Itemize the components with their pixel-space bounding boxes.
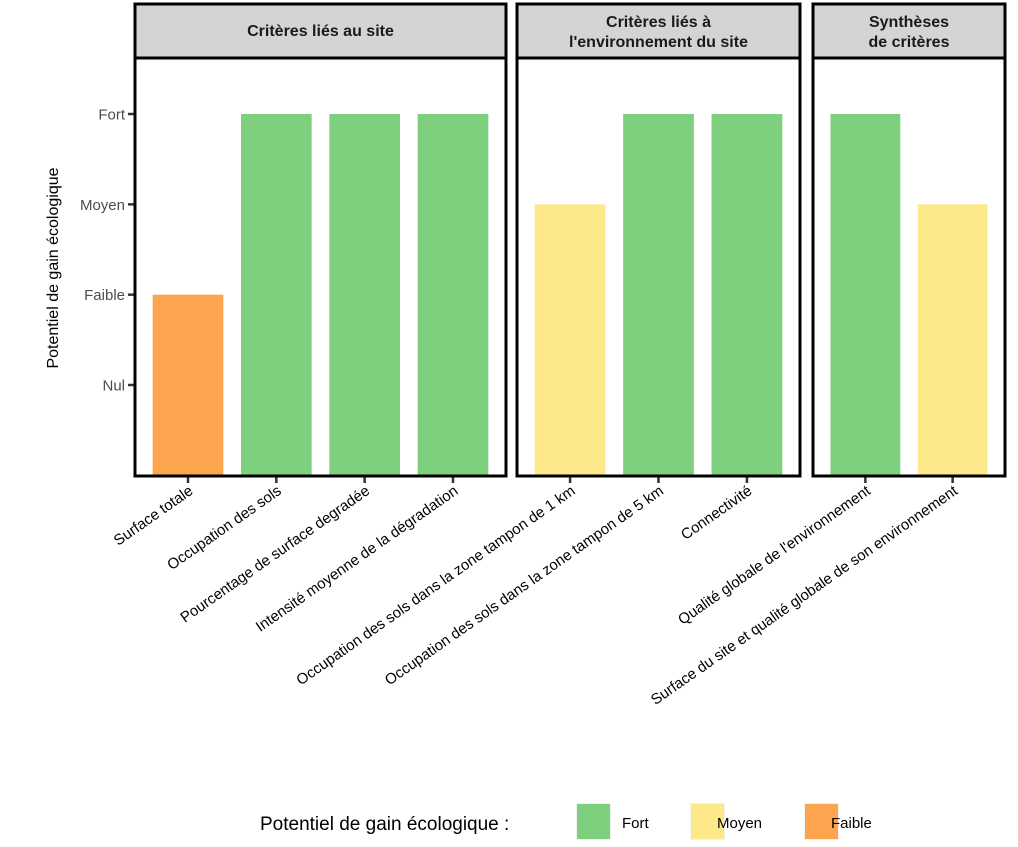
facet-strip [133, 2, 508, 60]
facet-title: Critères liés au site [247, 23, 394, 40]
y-axis-title: Potentiel de gain écologique [45, 167, 62, 368]
bar [417, 114, 489, 475]
y-tick-label: Faible [84, 287, 125, 304]
facet-title: Synthèses [869, 14, 949, 31]
bar [152, 294, 224, 475]
legend: Potentiel de gain écologique : Fort Moyen F… [260, 803, 872, 840]
facet-title: Critères liés à [606, 14, 711, 31]
x-tick-label: Surface du site et qualité globale de so… [648, 482, 962, 709]
legend-key-faible [805, 804, 838, 839]
y-tick-label: Nul [102, 378, 125, 395]
legend-label: Faible [831, 815, 872, 832]
bar [711, 114, 783, 475]
y-axis: Nul Faible Moyen Fort [80, 107, 134, 395]
y-tick-label: Moyen [80, 197, 125, 214]
bar [241, 114, 312, 475]
bar [329, 114, 400, 475]
legend-label: Moyen [717, 815, 762, 832]
facet-title: de critères [869, 34, 950, 51]
legend-key-fort [577, 804, 610, 839]
facet-title: l'environnement du site [569, 34, 748, 51]
bar [917, 204, 988, 475]
legend-label: Fort [622, 815, 650, 832]
facet-strip [811, 2, 1007, 60]
facet-strip [515, 2, 802, 60]
bar [830, 114, 901, 475]
legend-title: Potentiel de gain écologique : [260, 814, 509, 835]
bar [534, 204, 606, 475]
bar [623, 114, 694, 475]
x-tick-label: Connectivité [678, 482, 755, 543]
legend-key-moyen [691, 804, 724, 839]
y-tick-label: Fort [98, 107, 126, 124]
x-tick-label: Surface totale [111, 482, 197, 549]
